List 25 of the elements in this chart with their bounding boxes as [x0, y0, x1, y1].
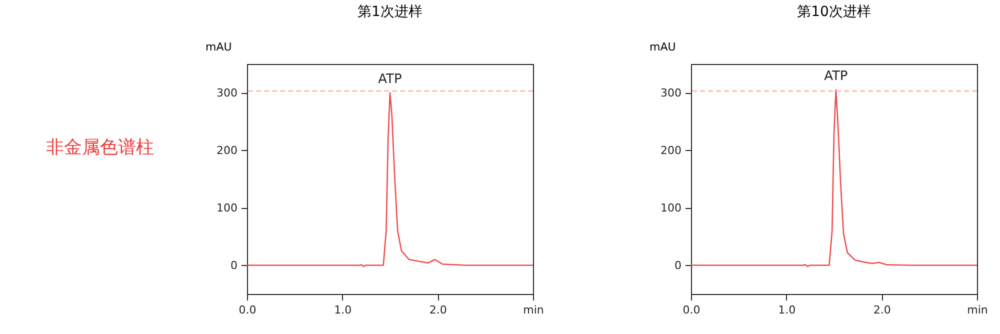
x-tick-label: 0.0	[682, 304, 700, 316]
y-axis-title: mAU	[206, 40, 232, 54]
text: 非金属色谱柱	[46, 136, 154, 159]
line-series	[691, 89, 977, 268]
y-tick-label: 200	[216, 144, 238, 157]
annotation: ATP	[824, 68, 848, 84]
x-tick-label: min	[967, 304, 988, 316]
y-tick-label: 300	[660, 86, 682, 100]
x-tick-label: 1.0	[778, 304, 796, 316]
y-tick-label: 0	[230, 258, 238, 272]
chart-title: 第10次进样	[797, 4, 871, 20]
x-tick-label: 1.0	[334, 304, 352, 316]
y-tick-label: 300	[216, 86, 238, 100]
line-series	[247, 92, 533, 268]
annotation: ATP	[378, 72, 402, 87]
x-tick-label: min	[523, 304, 544, 316]
chart-title: 第1次进样	[358, 4, 422, 20]
x-tick-label: 2.0	[429, 304, 447, 316]
y-tick-label: 100	[660, 201, 682, 214]
x-tick-label: 2.0	[873, 304, 891, 316]
y-tick-label: 0	[674, 258, 682, 272]
y-tick-label: 200	[660, 144, 682, 157]
y-axis-title: mAU	[650, 40, 676, 54]
y-tick-label: 100	[216, 201, 238, 214]
x-tick-label: 0.0	[238, 304, 256, 316]
